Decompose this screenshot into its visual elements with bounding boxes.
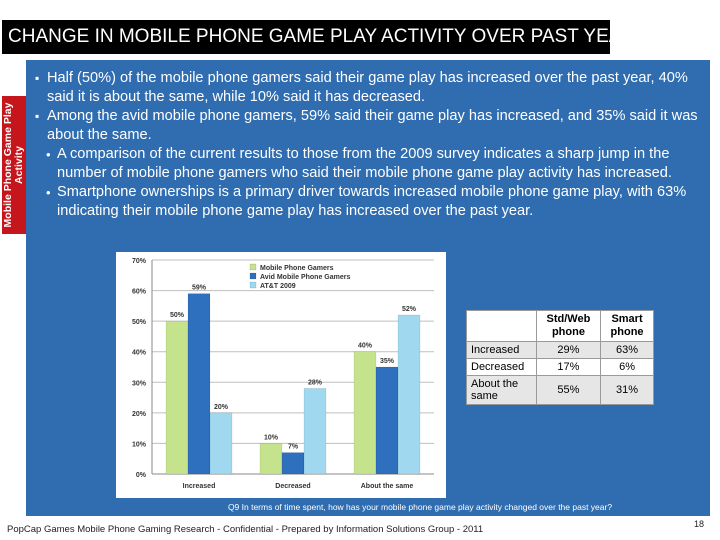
- legend-label: Avid Mobile Phone Gamers: [260, 274, 350, 281]
- bar: [303, 388, 327, 475]
- y-tick-label: 20%: [132, 411, 147, 418]
- x-tick-label: Increased: [183, 483, 216, 490]
- x-tick-label: Decreased: [275, 483, 310, 490]
- bar: [375, 366, 399, 475]
- footer-text: PopCap Games Mobile Phone Gaming Researc…: [7, 524, 484, 535]
- y-tick-label: 40%: [132, 350, 147, 357]
- side-tab: Mobile Phone Game Play Activity: [2, 96, 26, 234]
- bullet-list: Half (50%) of the mobile phone gamers sa…: [33, 69, 709, 221]
- table-row-label: Decreased: [466, 358, 537, 376]
- survey-question: Q9 In terms of time spent, how has your …: [227, 502, 613, 512]
- bar: [281, 452, 305, 475]
- data-label: 40%: [358, 343, 373, 350]
- data-label: 7%: [288, 444, 299, 451]
- table-cell: 31%: [600, 375, 654, 405]
- bar: [259, 443, 283, 475]
- side-tab-label: Mobile Phone Game Play Activity: [2, 102, 25, 228]
- data-label: 52%: [402, 306, 417, 313]
- table-header-std: Std/Web phone: [535, 310, 602, 342]
- bar: [165, 320, 189, 475]
- data-label: 59%: [192, 285, 207, 292]
- data-label: 50%: [170, 312, 185, 319]
- table-header-smart: Smart phone: [600, 310, 654, 342]
- table-cell: 29%: [535, 341, 602, 359]
- x-tick-label: About the same: [361, 483, 414, 490]
- y-tick-label: 10%: [132, 441, 147, 448]
- legend-label: AT&T 2009: [260, 283, 296, 290]
- table-row-label: Increased: [466, 341, 537, 359]
- legend-swatch: [249, 281, 257, 289]
- bar: [353, 351, 377, 475]
- table-cell: 6%: [600, 358, 654, 376]
- y-tick-label: 50%: [132, 319, 147, 326]
- legend-label: Mobile Phone Gamers: [260, 265, 334, 272]
- y-tick-label: 70%: [132, 258, 147, 265]
- data-label: 35%: [380, 358, 395, 365]
- legend-swatch: [249, 272, 257, 280]
- data-label: 10%: [264, 434, 279, 441]
- page-number: 18: [693, 519, 704, 529]
- bullet-item: Among the avid mobile phone gamers, 59% …: [33, 107, 709, 145]
- table-cell: 63%: [600, 341, 654, 359]
- table-row-label: About the same: [466, 375, 537, 405]
- y-tick-label: 60%: [132, 289, 147, 296]
- slide-title: CHANGE IN MOBILE PHONE GAME PLAY ACTIVIT…: [2, 20, 635, 54]
- table-cell: 55%: [535, 375, 602, 405]
- table-header-corner: [466, 310, 537, 342]
- data-label: 28%: [308, 379, 323, 386]
- comparison-table: Std/Web phone Smart phone Increased 29% …: [466, 310, 654, 405]
- table-row: Increased 29% 63%: [466, 341, 654, 359]
- bar: [209, 412, 233, 475]
- y-tick-label: 30%: [132, 380, 147, 387]
- sub-bullet-item: Smartphone ownerships is a primary drive…: [33, 183, 709, 221]
- bullet-item: Half (50%) of the mobile phone gamers sa…: [33, 69, 709, 107]
- bar-chart: 0% 10% 20% 30% 40% 50% 60% 70% 50% 59% 20% Increase…: [116, 252, 446, 498]
- sub-bullet-item: A comparison of the current results to t…: [33, 145, 709, 183]
- legend-swatch: [249, 263, 257, 271]
- table-row: About the same 55% 31%: [466, 375, 654, 405]
- table-cell: 17%: [535, 358, 602, 376]
- table-row: Decreased 17% 6%: [466, 358, 654, 376]
- y-tick-label: 0%: [136, 472, 147, 479]
- title-bar: CHANGE IN MOBILE PHONE GAME PLAY ACTIVIT…: [0, 0, 720, 56]
- data-label: 20%: [214, 404, 229, 411]
- bar: [397, 314, 421, 475]
- table-header-row: Std/Web phone Smart phone: [466, 310, 654, 342]
- chart-canvas: 0% 10% 20% 30% 40% 50% 60% 70% 50% 59% 20% Increase…: [132, 258, 434, 490]
- bar: [187, 293, 211, 475]
